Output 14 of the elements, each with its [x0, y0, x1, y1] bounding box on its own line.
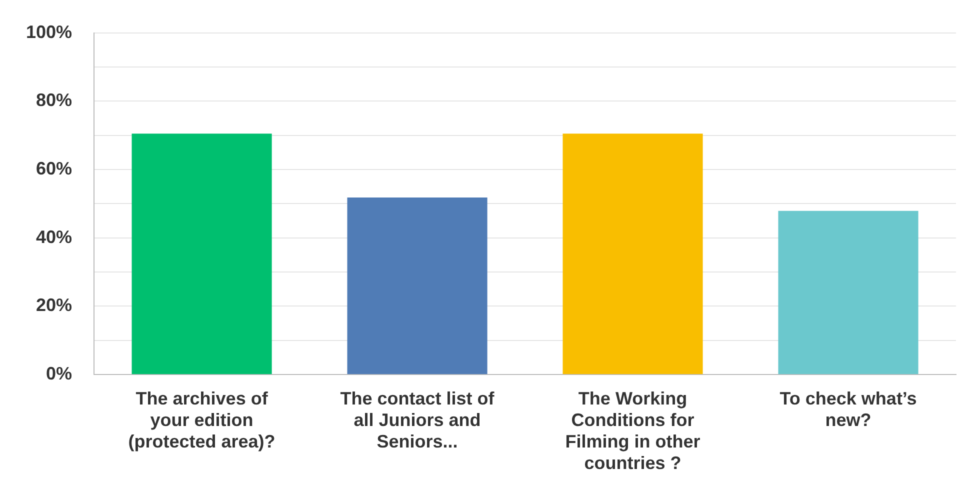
- y-tick-label: 40%: [36, 226, 72, 247]
- bar: [347, 198, 488, 374]
- y-tick-label: 0%: [46, 364, 72, 384]
- x-tick-label: The contact list of all Juniors and Seniors...: [340, 388, 496, 452]
- y-tick-label: 20%: [36, 295, 72, 316]
- bar: [132, 134, 272, 374]
- bar: [778, 210, 918, 374]
- x-tick-label: The Working Conditions for Filming in other countries ?: [565, 388, 700, 474]
- x-tick-label: The archives of your edition (protected area)?: [128, 388, 276, 452]
- y-tick-label: 100%: [26, 22, 72, 42]
- y-tick-label: 60%: [36, 158, 72, 178]
- bar: [562, 134, 703, 374]
- x-tick-label: To check what’s new?: [780, 388, 917, 430]
- y-tick-label: 80%: [36, 90, 72, 110]
